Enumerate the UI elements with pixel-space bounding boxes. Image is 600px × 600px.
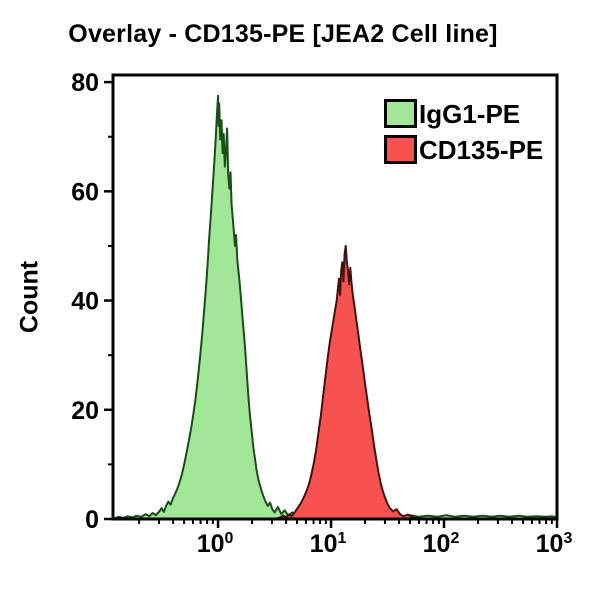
legend-item-igg1: IgG1-PE	[384, 99, 543, 128]
legend: IgG1-PE CD135-PE	[384, 99, 544, 164]
series-outline-CD135-PE	[273, 244, 423, 520]
y-axis-tick-label: 80	[71, 69, 99, 97]
y-axis-tick-label: 0	[85, 506, 99, 534]
series-fill-IgG1-PE	[113, 95, 557, 520]
legend-label-cd135-pe: CD135-PE	[419, 134, 544, 165]
legend-swatch-igg1-pe	[384, 99, 417, 128]
y-axis-tick-label: 40	[71, 288, 99, 316]
legend-label-igg1-pe: IgG1-PE	[419, 98, 521, 129]
x-axis-tick-label: 103	[536, 530, 573, 558]
series-fill-CD135-PE	[274, 245, 422, 519]
plot-frame	[111, 73, 559, 521]
legend-swatch-cd135-pe	[384, 135, 417, 164]
x-axis-tick-label: 100	[197, 530, 234, 558]
chart-title: Overlay - CD135-PE [JEA2 Cell line]	[68, 20, 498, 48]
y-axis-tick-label: 60	[71, 178, 99, 206]
x-axis-tick-label: 101	[310, 530, 347, 558]
y-axis-tick-label: 20	[71, 397, 99, 425]
legend-item-cd135: CD135-PE	[384, 135, 543, 164]
x-axis-tick-label: 102	[423, 530, 460, 558]
